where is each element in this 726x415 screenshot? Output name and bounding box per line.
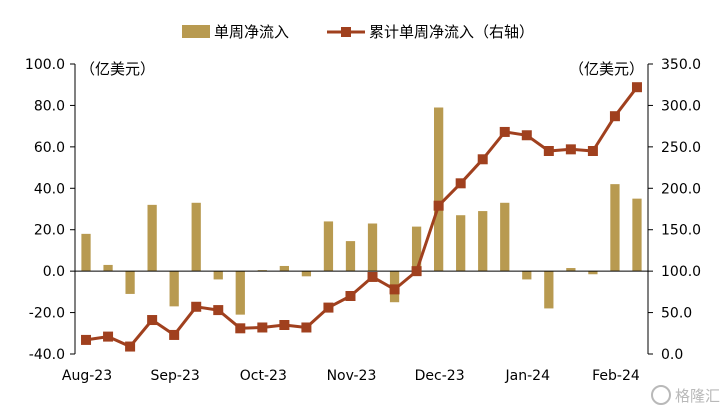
right-tick-label: 50.0 <box>661 306 692 322</box>
bar <box>213 271 223 280</box>
left-tick-label: -20.0 <box>29 306 65 322</box>
line-point <box>81 334 92 345</box>
bar <box>257 270 267 272</box>
line-point <box>125 341 136 352</box>
x-tick-label: Sep-23 <box>151 368 200 384</box>
line-point <box>257 322 268 333</box>
cumulative-line <box>85 86 639 348</box>
line-point <box>191 301 202 312</box>
legend: 单周净流入 累计单周净流入（右轴） <box>182 23 534 41</box>
line-point <box>279 320 290 330</box>
line-point <box>631 82 642 93</box>
right-unit-label: （亿美元） <box>569 60 644 78</box>
legend-swatch-bar <box>182 25 210 38</box>
bar <box>125 271 135 294</box>
bar <box>456 215 466 272</box>
line-point <box>213 305 224 316</box>
legend-label-line: 累计单周净流入（右轴） <box>369 23 534 41</box>
bar <box>235 271 245 315</box>
line-point <box>389 284 400 295</box>
bar <box>544 271 554 309</box>
left-tick-label: 80.0 <box>34 98 65 114</box>
line-point <box>103 331 114 342</box>
left-tick-label: -40.0 <box>29 347 65 363</box>
bar <box>323 221 334 272</box>
legend-label-bar: 单周净流入 <box>214 23 289 41</box>
line-point <box>433 200 444 211</box>
line-point <box>477 154 488 165</box>
bar <box>103 264 113 272</box>
line-series <box>81 82 642 352</box>
bar <box>632 198 642 272</box>
bar <box>279 265 289 272</box>
line-point <box>301 322 312 333</box>
right-tick-label: 0.0 <box>661 347 683 363</box>
line-point <box>587 146 598 156</box>
x-tick-label: Feb-24 <box>592 368 640 384</box>
bar <box>500 202 510 272</box>
line-point <box>323 302 334 313</box>
right-tick-label: 350.0 <box>661 57 701 73</box>
line-point <box>147 315 158 326</box>
left-axis: 100.0 80.0 60.0 40.0 20.0 0.0 -20.0 -40.0 （亿美元） <box>25 57 155 363</box>
bar <box>522 271 532 280</box>
bar <box>147 204 157 272</box>
bar <box>81 233 91 272</box>
left-tick-label: 60.0 <box>34 140 65 156</box>
line-point <box>521 130 532 141</box>
bar <box>434 107 444 272</box>
bar <box>411 226 422 272</box>
right-tick-label: 150.0 <box>661 223 701 239</box>
bar <box>566 268 576 272</box>
bar <box>345 241 356 272</box>
left-tick-label: 100.0 <box>25 57 65 73</box>
line-point <box>411 266 422 277</box>
line-point <box>543 146 554 156</box>
x-tick-label: Nov-23 <box>327 368 377 384</box>
line-point <box>499 126 510 137</box>
watermark-logo <box>651 385 671 405</box>
bar-series <box>81 107 642 315</box>
left-unit-label: （亿美元） <box>80 60 155 78</box>
bar <box>588 271 598 275</box>
bar <box>301 271 312 277</box>
line-point <box>455 178 466 189</box>
line-point <box>565 144 576 155</box>
left-tick-label: 0.0 <box>43 264 65 280</box>
line-point <box>235 323 246 334</box>
line-point <box>169 329 180 340</box>
x-axis: Aug-23 Sep-23 Oct-23 Nov-23 Dec-23 Jan-24 Feb-… <box>62 368 640 384</box>
right-tick-label: 250.0 <box>661 140 701 156</box>
bar <box>191 202 201 272</box>
right-tick-label: 300.0 <box>661 98 701 114</box>
legend-swatch-marker <box>341 27 351 37</box>
bar <box>367 223 378 272</box>
left-tick-label: 20.0 <box>34 223 65 239</box>
line-point <box>345 291 356 301</box>
bar <box>169 271 179 307</box>
x-tick-label: Dec-23 <box>415 368 465 384</box>
right-axis: 350.0 300.0 250.0 200.0 150.0 100.0 50.0 0.0 （亿美… <box>569 57 701 363</box>
right-tick-label: 200.0 <box>661 181 701 197</box>
x-tick-label: Jan-24 <box>505 368 551 384</box>
x-tick-label: Oct-23 <box>240 368 287 384</box>
watermark-text: 格隆汇 <box>675 387 720 405</box>
left-tick-label: 40.0 <box>34 181 65 197</box>
line-point <box>367 271 378 282</box>
right-tick-label: 100.0 <box>661 264 701 280</box>
bar <box>610 184 620 272</box>
watermark: 格隆汇 <box>651 385 720 405</box>
line-point <box>609 111 620 122</box>
bar <box>478 211 488 272</box>
x-tick-label: Aug-23 <box>62 368 112 384</box>
